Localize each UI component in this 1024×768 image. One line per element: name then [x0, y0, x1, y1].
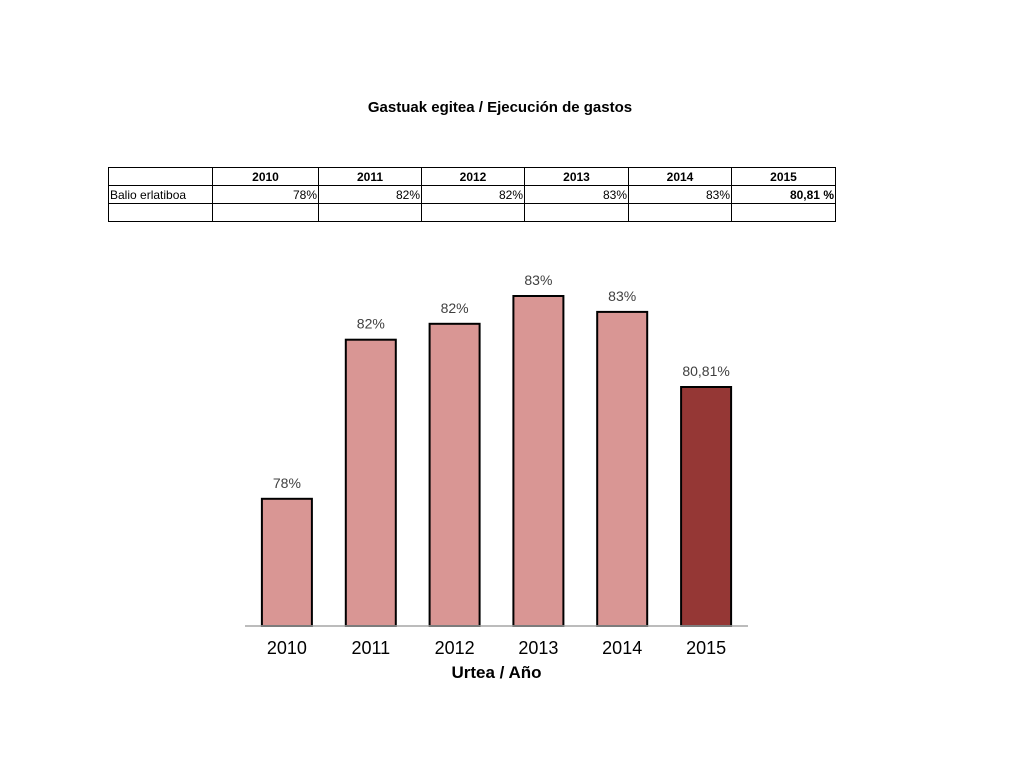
table-empty-row: [108, 203, 836, 222]
table-row: Balio erlatiboa 78% 82% 82% 83% 83% 80,8…: [108, 185, 836, 204]
x-tick-label: 2013: [518, 638, 558, 658]
data-table: 2010 2011 2012 2013 2014 2015 Balio erla…: [108, 167, 836, 222]
bar: [512, 295, 565, 627]
page-title: Gastuak egitea / Ejecución de gastos: [367, 99, 633, 116]
x-tick-label: 2010: [267, 638, 307, 658]
table-empty-cell: [731, 203, 836, 222]
bar: [596, 310, 649, 627]
data-label: 80,81%: [682, 363, 729, 379]
data-label: 78%: [273, 475, 301, 491]
x-axis-title: Urtea / Año: [451, 663, 541, 682]
table-value-cell: 83%: [628, 185, 732, 204]
data-label: 82%: [357, 316, 385, 332]
data-label: 82%: [441, 300, 469, 316]
bar: [680, 386, 733, 627]
data-label: 83%: [524, 272, 552, 288]
bar: [428, 322, 481, 627]
bar: [260, 497, 313, 627]
table-header-row: 2010 2011 2012 2013 2014 2015: [108, 167, 836, 186]
table-value-cell: 80,81 %: [731, 185, 836, 204]
x-tick-label: 2011: [351, 638, 390, 658]
x-tick-label: 2015: [686, 638, 726, 658]
x-tick-label: 2014: [602, 638, 642, 658]
bar: [344, 338, 397, 627]
table-year-cell: 2013: [524, 167, 629, 186]
data-label: 83%: [608, 288, 636, 304]
x-tick-label: 2012: [435, 638, 475, 658]
